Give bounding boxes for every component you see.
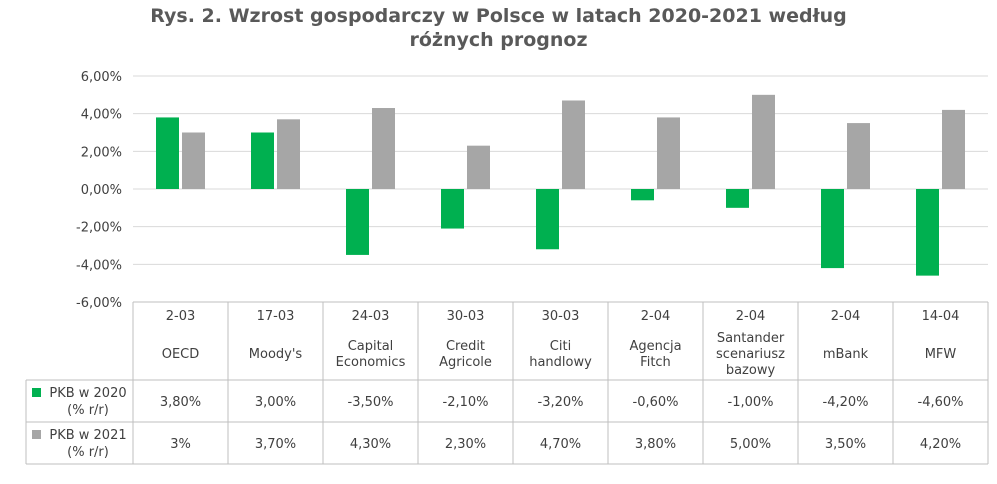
chart-title-line-1: Rys. 2. Wzrost gospodarczy w Polsce w la… xyxy=(150,5,847,27)
bar-pkb-2021 xyxy=(372,108,395,189)
data-label: -3,20% xyxy=(538,395,584,410)
bar-pkb-2021 xyxy=(277,119,300,189)
series-name: PKB w 2020 xyxy=(49,386,126,401)
chart-title: Rys. 2. Wzrost gospodarczy w Polsce w la… xyxy=(0,4,997,52)
data-label: -4,60% xyxy=(918,395,964,410)
category-date: 30-03 xyxy=(542,309,580,324)
data-label: 3,70% xyxy=(255,437,296,452)
data-label: -2,10% xyxy=(443,395,489,410)
legend-key-pkb-2021 xyxy=(32,430,41,439)
category-name: Santander xyxy=(717,331,785,346)
data-label: -0,60% xyxy=(633,395,679,410)
data-label: 3,50% xyxy=(825,437,866,452)
category-name: bazowy xyxy=(726,363,776,378)
series-name: (% r/r) xyxy=(67,403,109,418)
category-date: 2-04 xyxy=(641,309,671,324)
category-name: Economics xyxy=(336,355,406,370)
bar-pkb-2021 xyxy=(942,109,965,189)
category-name: Agencja xyxy=(629,339,681,354)
bar-pkb-2021 xyxy=(752,94,775,189)
bar-pkb-2020 xyxy=(916,189,939,276)
bar-pkb-2020 xyxy=(821,189,844,269)
bar-pkb-2020 xyxy=(156,117,179,189)
category-name: Citi xyxy=(550,339,571,354)
data-label: 2,30% xyxy=(445,437,486,452)
data-label: 3,80% xyxy=(635,437,676,452)
category-name: Moody's xyxy=(249,347,303,362)
data-label: 3% xyxy=(170,437,191,452)
bar-pkb-2021 xyxy=(562,100,585,189)
data-label: -1,00% xyxy=(728,395,774,410)
data-label: 4,70% xyxy=(540,437,581,452)
category-date: 2-04 xyxy=(831,309,861,324)
y-tick-label: -6,00% xyxy=(76,296,122,311)
bar-pkb-2021 xyxy=(182,132,205,189)
category-name: Capital xyxy=(348,339,394,354)
data-label: 4,30% xyxy=(350,437,391,452)
series-name: (% r/r) xyxy=(67,445,109,460)
category-name: MFW xyxy=(925,347,957,362)
category-date: 2-04 xyxy=(736,309,766,324)
bar-pkb-2021 xyxy=(657,117,680,189)
category-name: mBank xyxy=(823,347,869,362)
data-label: -4,20% xyxy=(823,395,869,410)
category-name: handlowy xyxy=(529,355,592,370)
category-name: Agricole xyxy=(439,355,492,370)
bar-pkb-2020 xyxy=(631,189,654,201)
y-tick-label: -4,00% xyxy=(76,258,122,273)
y-tick-label: 0,00% xyxy=(81,183,122,198)
data-label: -3,50% xyxy=(348,395,394,410)
bar-pkb-2020 xyxy=(251,132,274,189)
category-date: 17-03 xyxy=(257,309,295,324)
category-name: OECD xyxy=(162,347,200,362)
bar-pkb-2021 xyxy=(847,123,870,189)
bar-pkb-2020 xyxy=(346,189,369,255)
category-date: 2-03 xyxy=(166,309,196,324)
category-date: 14-04 xyxy=(922,309,960,324)
category-name: Fitch xyxy=(640,355,671,370)
data-label: 3,00% xyxy=(255,395,296,410)
chart-title-line-2: różnych prognoz xyxy=(409,29,588,51)
y-tick-label: 4,00% xyxy=(81,108,122,123)
series-name: PKB w 2021 xyxy=(49,428,126,443)
category-name: scenariusz xyxy=(716,347,785,362)
category-date: 30-03 xyxy=(447,309,485,324)
bar-pkb-2021 xyxy=(467,145,490,189)
y-tick-label: 2,00% xyxy=(81,145,122,160)
data-label: 4,20% xyxy=(920,437,961,452)
bar-pkb-2020 xyxy=(536,189,559,250)
category-date: 24-03 xyxy=(352,309,390,324)
y-tick-label: 6,00% xyxy=(81,70,122,85)
data-label: 5,00% xyxy=(730,437,771,452)
y-tick-label: -2,00% xyxy=(76,221,122,236)
data-label: 3,80% xyxy=(160,395,201,410)
bar-pkb-2020 xyxy=(726,189,749,208)
legend-key-pkb-2020 xyxy=(32,388,41,397)
category-name: Credit xyxy=(446,339,485,354)
bar-pkb-2020 xyxy=(441,189,464,229)
